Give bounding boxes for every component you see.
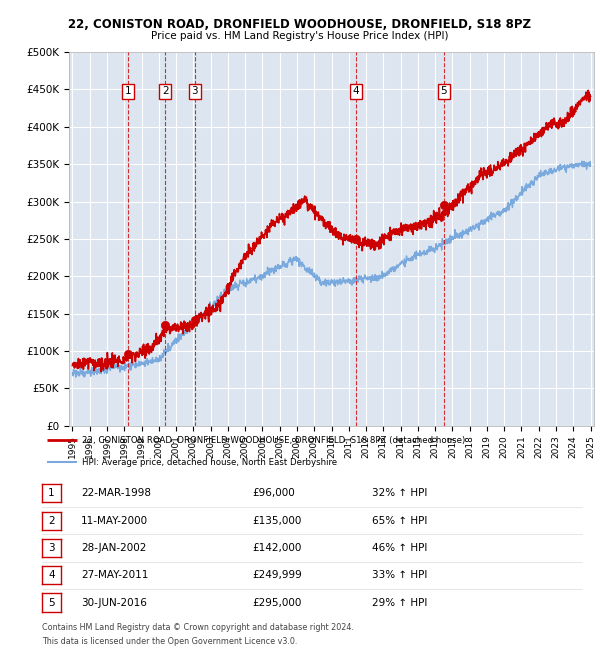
Text: 46% ↑ HPI: 46% ↑ HPI [372, 543, 427, 553]
Text: £142,000: £142,000 [252, 543, 301, 553]
Text: £96,000: £96,000 [252, 488, 295, 499]
Text: 22, CONISTON ROAD, DRONFIELD WOODHOUSE, DRONFIELD, S18 8PZ: 22, CONISTON ROAD, DRONFIELD WOODHOUSE, … [68, 18, 532, 31]
Text: Price paid vs. HM Land Registry's House Price Index (HPI): Price paid vs. HM Land Registry's House … [151, 31, 449, 41]
Text: £249,999: £249,999 [252, 570, 302, 580]
Text: 3: 3 [191, 86, 198, 96]
Text: This data is licensed under the Open Government Licence v3.0.: This data is licensed under the Open Gov… [42, 637, 298, 646]
Text: 2: 2 [48, 515, 55, 526]
Text: 4: 4 [353, 86, 359, 96]
Text: £295,000: £295,000 [252, 597, 301, 608]
Text: 65% ↑ HPI: 65% ↑ HPI [372, 515, 427, 526]
Text: HPI: Average price, detached house, North East Derbyshire: HPI: Average price, detached house, Nort… [83, 458, 338, 467]
Text: £135,000: £135,000 [252, 515, 301, 526]
Text: 30-JUN-2016: 30-JUN-2016 [81, 597, 147, 608]
Text: 3: 3 [48, 543, 55, 553]
Text: 4: 4 [48, 570, 55, 580]
Text: 1: 1 [125, 86, 131, 96]
Text: 27-MAY-2011: 27-MAY-2011 [81, 570, 148, 580]
Text: 1: 1 [48, 488, 55, 499]
Text: 11-MAY-2000: 11-MAY-2000 [81, 515, 148, 526]
Text: Contains HM Land Registry data © Crown copyright and database right 2024.: Contains HM Land Registry data © Crown c… [42, 623, 354, 632]
Text: 2: 2 [162, 86, 169, 96]
Text: 5: 5 [48, 597, 55, 608]
Text: 22-MAR-1998: 22-MAR-1998 [81, 488, 151, 499]
Text: 5: 5 [440, 86, 447, 96]
Text: 28-JAN-2002: 28-JAN-2002 [81, 543, 146, 553]
Text: 22, CONISTON ROAD, DRONFIELD WOODHOUSE, DRONFIELD, S18 8PZ (detached house): 22, CONISTON ROAD, DRONFIELD WOODHOUSE, … [83, 436, 466, 445]
Text: 29% ↑ HPI: 29% ↑ HPI [372, 597, 427, 608]
Text: 32% ↑ HPI: 32% ↑ HPI [372, 488, 427, 499]
Text: 33% ↑ HPI: 33% ↑ HPI [372, 570, 427, 580]
